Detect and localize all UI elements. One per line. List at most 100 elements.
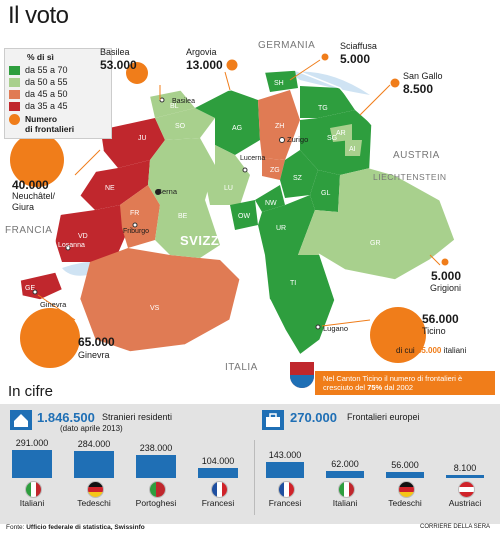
portoghesi-flag-icon [149, 481, 166, 498]
svg-text:AI: AI [349, 146, 356, 153]
map-country-label: SVIZZERA [180, 233, 249, 248]
city-label-zurigo: Zurigo [287, 135, 309, 144]
workers-label-austriaci: Austriaci [448, 498, 482, 508]
canton-gr [298, 168, 455, 280]
residents-value-francesi: 104.000 [201, 455, 235, 466]
canton-sg [300, 110, 372, 175]
canton-tg [300, 86, 355, 118]
city-label-ginevra: Ginevra [40, 300, 67, 309]
callout-ticino: 56.000 Ticino [422, 312, 459, 336]
residents-bar-portoghesi [136, 455, 176, 478]
svg-text:VS: VS [150, 305, 160, 312]
canton-ti [265, 255, 335, 355]
frontalieri-dot-icon [9, 114, 20, 125]
canton-nw [255, 185, 285, 212]
workers-label-francesi: Francesi [268, 498, 302, 508]
source-note: Fonte: Ufficio federale di statistica, S… [6, 524, 145, 531]
svg-text:SO: SO [175, 123, 186, 130]
house-icon [10, 410, 32, 430]
neighbor-france: FRANCIA [5, 225, 53, 236]
svg-text:GE: GE [25, 285, 35, 292]
neighbor-germany: GERMANIA [258, 40, 316, 51]
tedeschi-flag-icon [398, 481, 415, 498]
city-label-basilea: Basilea [172, 98, 195, 105]
svg-text:UR: UR [276, 225, 286, 232]
residents-value-italiani: 291.000 [15, 438, 49, 448]
austriaci-flag-icon [458, 481, 475, 498]
canton-zg [262, 158, 285, 180]
callout-neuchatel-giura: 40.000 Neuchâtel/ Giura [12, 178, 56, 212]
canton-bl [150, 90, 195, 118]
workers-label: Frontalieri europei [347, 412, 420, 422]
neighbor-liechtenstein: LIECHTENSTEIN [373, 172, 447, 182]
svg-text:BL: BL [170, 103, 179, 110]
workers-total: 270.000 [290, 410, 337, 425]
residents-label: Stranieri residenti [102, 412, 173, 422]
canton-ne [80, 160, 150, 210]
canton-zh [258, 90, 300, 160]
canton-fr [120, 185, 160, 248]
ticino-note: Nel Canton Ticino il numero di frontalie… [315, 371, 495, 395]
ticino-crest-icon [290, 362, 314, 388]
francesi-flag-icon [278, 481, 295, 498]
callout-ticino-italiani: di cui 45.000 italiani [396, 346, 467, 355]
residents-sublabel: (dato aprile 2013) [60, 424, 123, 433]
page-title: Il voto [8, 2, 69, 29]
tedeschi-flag-icon [87, 481, 104, 498]
italiani-flag-icon [338, 481, 355, 498]
canton-vd [55, 205, 128, 262]
city-label-lucerna: Lucerna [240, 155, 266, 162]
svg-text:JU: JU [138, 135, 147, 142]
italiani-flag-icon [25, 481, 42, 498]
canton-ju [100, 118, 165, 168]
callout-argovia: Argovia 13.000 [186, 47, 223, 72]
residents-total: 1.846.500 [37, 410, 95, 425]
canton-sz [280, 150, 318, 198]
svg-text:SH: SH [274, 80, 284, 87]
canton-ar [330, 124, 352, 142]
svg-text:AG: AG [232, 125, 242, 132]
svg-text:SG: SG [327, 135, 337, 142]
callout-grigioni: 5.000 Grigioni [430, 269, 462, 293]
legend-item: da 50 a 55 [9, 76, 107, 88]
in-cifre-title: In cifre [8, 383, 54, 400]
svg-text:ZG: ZG [270, 167, 280, 174]
workers-value-italiani: 62.000 [331, 459, 359, 470]
svg-text:OW: OW [238, 213, 250, 220]
switzerland-map: JU BL SO AG ZH ZG SH TG SG AR AI NE BE L… [0, 30, 500, 385]
neighbor-italy: ITALIA [225, 362, 258, 373]
workers-bar-austriaci [446, 475, 484, 478]
legend-item: da 55 a 70 [9, 64, 107, 76]
workers-label-italiani: Italiani [332, 498, 358, 508]
callout-ginevra: 65.000 Ginevra [78, 335, 115, 361]
svg-text:VD: VD [78, 233, 88, 240]
residents-label-italiani: Italiani [19, 498, 45, 508]
canton-so [155, 108, 215, 140]
svg-text:SZ: SZ [293, 175, 303, 182]
legend: % di sì da 55 a 70 da 50 a 55 da 45 a 50… [4, 48, 112, 139]
residents-value-portoghesi: 238.000 [139, 443, 173, 454]
residents-bar-italiani [12, 450, 52, 478]
divider [254, 440, 255, 515]
svg-text:AR: AR [336, 130, 346, 137]
svg-text:ZH: ZH [275, 123, 284, 130]
svg-text:LU: LU [224, 185, 233, 192]
canton-ag [195, 90, 260, 155]
workers-bar-italiani [326, 471, 364, 478]
residents-label-tedeschi: Tedeschi [77, 498, 111, 508]
briefcase-icon [262, 410, 284, 430]
callout-san-gallo: San Gallo 8.500 [403, 71, 443, 96]
canton-ai [345, 140, 362, 156]
workers-label-tedeschi: Tedeschi [388, 498, 422, 508]
svg-text:NW: NW [265, 200, 277, 207]
city-label-friburgo: Friburgo [123, 228, 150, 235]
canton-vs [80, 248, 240, 352]
svg-text:FR: FR [130, 210, 139, 217]
residents-bar-francesi [198, 467, 238, 478]
workers-bar-francesi [266, 462, 304, 478]
legend-frontalieri: Numero di frontalieri [9, 114, 107, 134]
canton-ur [258, 195, 315, 255]
francesi-flag-icon [211, 481, 228, 498]
city-label-berna: Berna [157, 187, 178, 196]
residents-bar-tedeschi [74, 450, 114, 478]
